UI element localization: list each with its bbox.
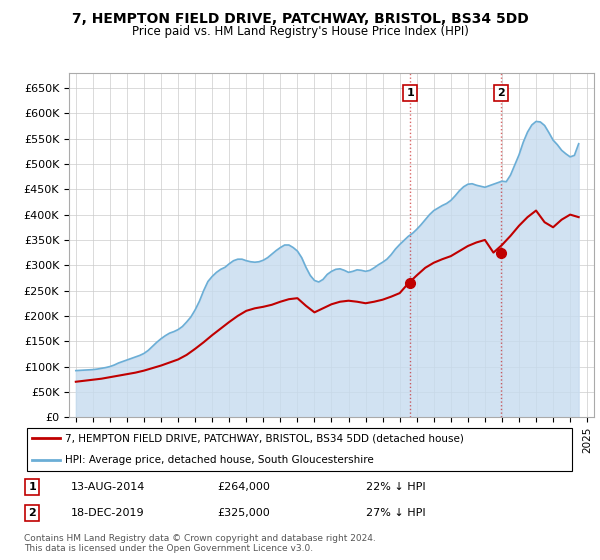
Text: 1: 1 — [28, 482, 36, 492]
Text: 22% ↓ HPI: 22% ↓ HPI — [366, 482, 426, 492]
Text: £264,000: £264,000 — [217, 482, 270, 492]
Text: 18-DEC-2019: 18-DEC-2019 — [71, 508, 145, 518]
FancyBboxPatch shape — [27, 428, 572, 471]
Text: £325,000: £325,000 — [217, 508, 270, 518]
Text: 7, HEMPTON FIELD DRIVE, PATCHWAY, BRISTOL, BS34 5DD (detached house): 7, HEMPTON FIELD DRIVE, PATCHWAY, BRISTO… — [65, 433, 464, 444]
Text: 13-AUG-2014: 13-AUG-2014 — [71, 482, 145, 492]
Text: HPI: Average price, detached house, South Gloucestershire: HPI: Average price, detached house, Sout… — [65, 455, 374, 465]
Text: 2: 2 — [28, 508, 36, 518]
Text: 7, HEMPTON FIELD DRIVE, PATCHWAY, BRISTOL, BS34 5DD: 7, HEMPTON FIELD DRIVE, PATCHWAY, BRISTO… — [71, 12, 529, 26]
Text: 27% ↓ HPI: 27% ↓ HPI — [366, 508, 426, 518]
Text: 1: 1 — [406, 88, 414, 98]
Text: Contains HM Land Registry data © Crown copyright and database right 2024.
This d: Contains HM Land Registry data © Crown c… — [24, 534, 376, 553]
Text: 2: 2 — [497, 88, 505, 98]
Text: Price paid vs. HM Land Registry's House Price Index (HPI): Price paid vs. HM Land Registry's House … — [131, 25, 469, 38]
